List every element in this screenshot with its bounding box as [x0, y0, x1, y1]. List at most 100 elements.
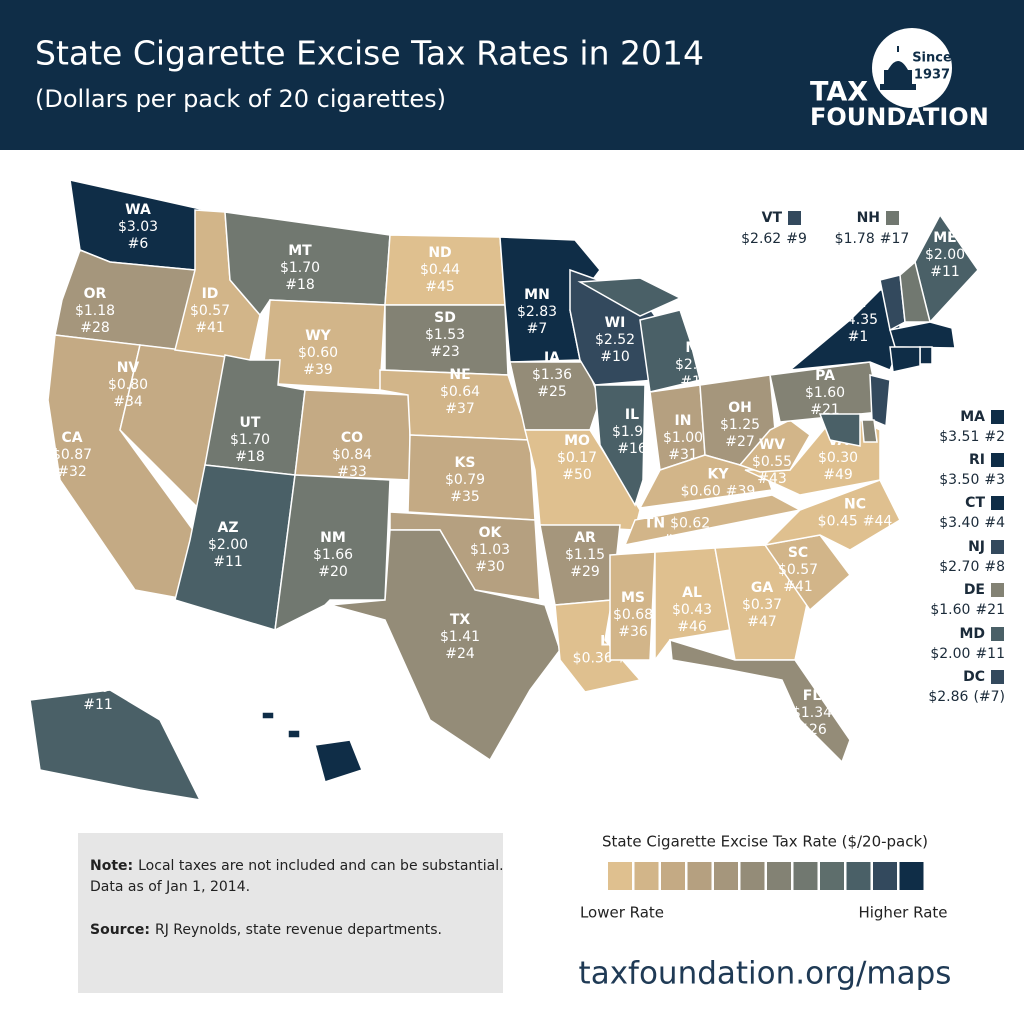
- state-label: #30: [475, 559, 505, 575]
- state-label: SD: [434, 310, 456, 326]
- map: WA$3.03#6OR$1.18#28CA$0.87#32NV$0.80#34I…: [29, 179, 1005, 801]
- state-label: $2.62 #9: [741, 231, 807, 247]
- state: MO$0.17#50: [524, 429, 641, 531]
- state-shape: [29, 689, 202, 801]
- state-value: #41: [195, 320, 225, 336]
- legend-low: Lower Rate: [580, 904, 664, 922]
- note-text: Local taxes are not included and can be …: [138, 858, 503, 874]
- state-value: $0.36: [573, 651, 613, 667]
- state-label: $1.70: [280, 260, 320, 276]
- state-label: $4.35: [838, 312, 878, 328]
- state: IN$1.00#31: [649, 384, 706, 471]
- state-abbr: NC: [844, 497, 866, 513]
- legend-swatch: [608, 862, 632, 890]
- state-label: $3.50 #3: [939, 472, 1005, 488]
- state-label: NV: [117, 360, 140, 376]
- state-label: DC: [963, 669, 985, 685]
- state-label: #35: [450, 489, 480, 505]
- state-label: $1.34: [792, 705, 832, 721]
- state-value: $2.83: [517, 304, 557, 320]
- state-abbr: NE: [449, 367, 470, 383]
- state-shape: [577, 277, 682, 317]
- state: ND$0.44#45: [384, 234, 506, 306]
- state-label: WA: [125, 202, 151, 218]
- legend-swatch: [873, 862, 897, 890]
- state-label: #10: [600, 349, 630, 365]
- state-value: #38: [662, 533, 692, 549]
- state-abbr: ME: [933, 230, 957, 246]
- state: VT $2.62 #9: [741, 210, 906, 332]
- state-value: $3.40: [939, 515, 979, 531]
- state-label: #34: [113, 394, 143, 410]
- state-value: #10: [600, 349, 630, 365]
- state: MA $3.51 #2: [889, 321, 1005, 445]
- state-value: #11: [975, 646, 1005, 662]
- state-value: #31: [668, 447, 698, 463]
- state-value: $0.55: [752, 454, 792, 470]
- state-shape: [889, 321, 956, 349]
- state-value: $1.41: [440, 629, 480, 645]
- state-label: KS: [455, 455, 476, 471]
- state-label: CT: [965, 495, 985, 511]
- state-abbr: PA: [815, 368, 835, 384]
- state-label: #11: [930, 264, 960, 280]
- state-label: $2.00 #11: [930, 646, 1005, 662]
- state-swatch: [991, 453, 1004, 467]
- state-value: #8: [984, 559, 1005, 575]
- state-abbr: VT: [762, 210, 783, 226]
- logo-since: Since: [912, 51, 952, 66]
- state: IL$1.98#16: [594, 384, 652, 507]
- state-swatch: [991, 670, 1004, 684]
- state-shape: [314, 739, 363, 783]
- state-value: $0.62: [670, 516, 710, 532]
- state-label: OH: [728, 400, 752, 416]
- state-value: $4.35: [838, 312, 878, 328]
- state-label: #20: [318, 564, 348, 580]
- state-value: #6: [128, 236, 149, 252]
- state-value: #35: [450, 489, 480, 505]
- state-value: #20: [318, 564, 348, 580]
- state-value: $1.03: [470, 542, 510, 558]
- state-abbr: CO: [341, 430, 363, 446]
- state-label: #18: [285, 277, 315, 293]
- state-label: SC: [788, 545, 808, 561]
- state-value: #27: [725, 434, 755, 450]
- state-shape: [889, 346, 921, 373]
- state-abbr: WY: [305, 328, 331, 344]
- state-label: #11: [213, 554, 243, 570]
- state-value: $1.00: [663, 430, 703, 446]
- state-label: $2.83: [517, 304, 557, 320]
- state-label: ID: [202, 286, 219, 302]
- state-label: $1.53: [425, 327, 465, 343]
- state-label: AL: [682, 585, 702, 601]
- state-label: #46: [677, 619, 707, 635]
- state-label: $3.03: [118, 219, 158, 235]
- state-abbr: IL: [625, 407, 639, 423]
- state-abbr: KY: [708, 467, 730, 483]
- state-value: #5: [290, 784, 311, 800]
- legend-swatch: [846, 862, 871, 890]
- state-label: MO: [564, 433, 590, 449]
- state-label: RI: [969, 452, 985, 468]
- state-abbr: AK: [87, 663, 110, 679]
- state-label: NY: [847, 295, 870, 311]
- state-abbr: NH: [857, 210, 880, 226]
- state-value: #39: [303, 362, 333, 378]
- logo-foundation: FOUNDATION: [810, 103, 989, 131]
- state-label: #32: [57, 464, 87, 480]
- state-label: #33: [337, 464, 367, 480]
- state: HI$3.20#5: [261, 711, 363, 800]
- state-label: $0.44: [420, 262, 460, 278]
- state-label: WI: [605, 315, 626, 331]
- state-value: $1.60: [805, 385, 845, 401]
- state-abbr: MA: [960, 409, 985, 425]
- state-shape: [738, 419, 811, 473]
- state-label: $1.15: [565, 547, 605, 563]
- state-value: #28: [80, 320, 110, 336]
- state-label: GA: [751, 580, 773, 596]
- state: OH$1.25#27: [699, 374, 776, 466]
- state-abbr: WI: [605, 315, 626, 331]
- state-value: $1.60: [930, 602, 970, 618]
- state-value: $0.57: [190, 303, 230, 319]
